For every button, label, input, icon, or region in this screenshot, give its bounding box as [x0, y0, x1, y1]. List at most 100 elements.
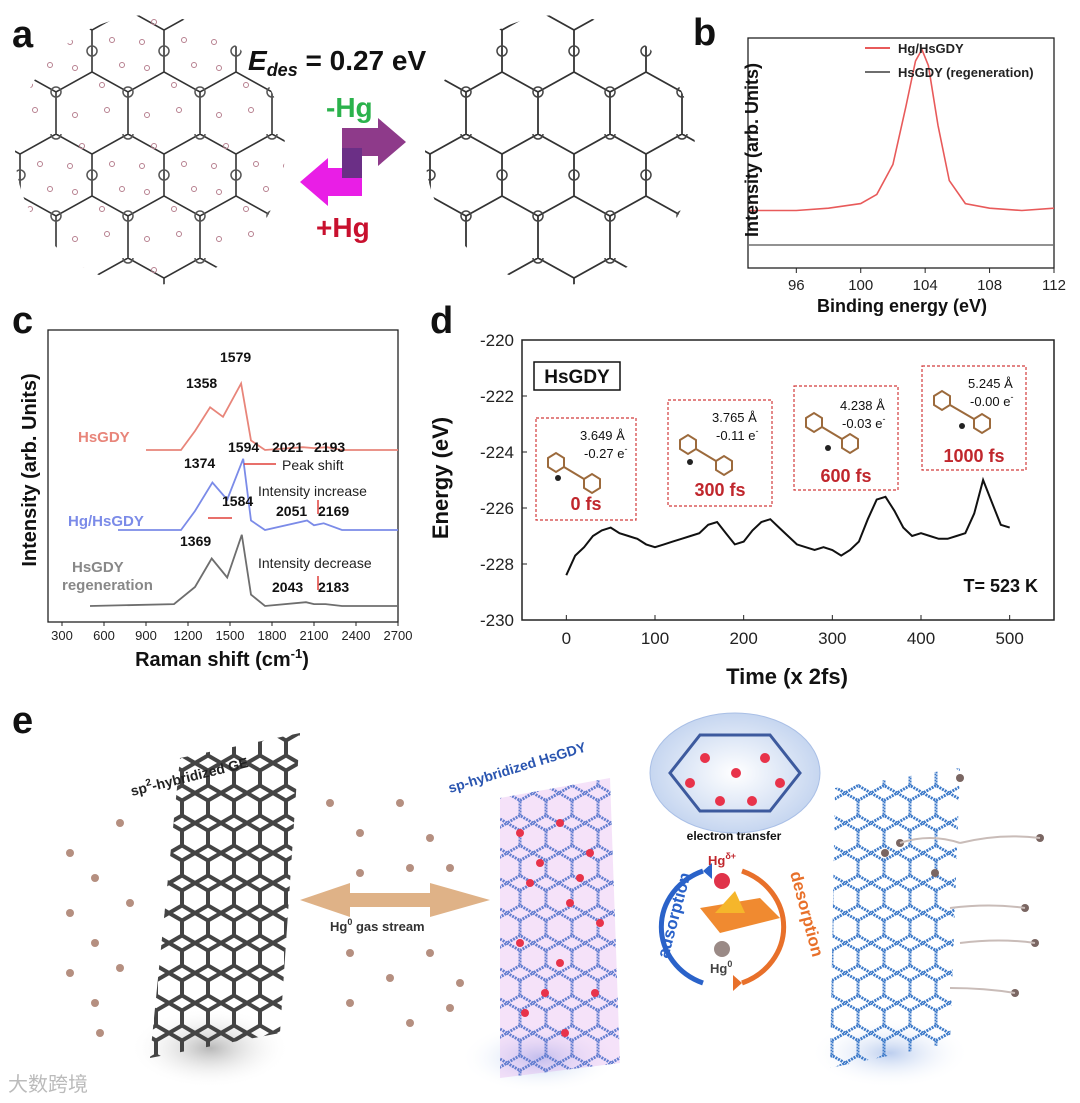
gas-stream-arrow	[300, 883, 490, 917]
desorption-label: desorption	[786, 869, 827, 959]
hsgdy-with-hg-lattice	[15, 15, 285, 285]
temperature-label: T= 523 K	[963, 576, 1038, 596]
snapshot-0: 3.649 Å -0.27 e- 0 fs	[535, 417, 637, 521]
chart-c-peak-labels: 1358 1579 2021 2193 1374 1594 2051 2169 …	[180, 349, 349, 595]
chart-c: 300 600 900 1200 1500 1800 2100 2400 2700 Intens…	[19, 329, 413, 671]
graphene-sheet	[130, 733, 300, 1088]
hg-atoms	[66, 799, 464, 1037]
peak-label: 2043	[272, 579, 303, 595]
panel-label-e: e	[12, 700, 34, 742]
chart-d: 0 100 200 300 400 500 -220 -222 -224 -226 -228 -230…	[428, 331, 1055, 689]
peak-label: 1594	[228, 439, 259, 455]
snapshot-time: 1000 fs	[943, 446, 1004, 466]
annotation-intensity-decrease: Intensity decrease	[258, 555, 372, 571]
chart-d-plot: 0 100 200 300 400 500 -220 -222 -224 -226 -228 -230	[480, 331, 1055, 648]
system-label: HsGDY	[544, 367, 610, 388]
chart-c-tick-label: 1500	[216, 628, 245, 643]
chart-d-xtick-label: 0	[562, 629, 571, 648]
chart-d-energy-line	[565, 476, 1011, 576]
snapshot-charge: -0.03 e-	[842, 414, 885, 431]
peak-label: 2169	[318, 503, 349, 519]
minus-hg-label: -Hg	[326, 92, 373, 123]
exchange-arrow-icon	[300, 118, 406, 206]
chart-d-ytick-label: -230	[480, 611, 514, 630]
peak-label: 1369	[180, 533, 211, 549]
snapshot-time: 0 fs	[570, 494, 601, 514]
chart-b-tick-label: 100	[848, 277, 873, 294]
chart-d-ytick-label: -222	[480, 387, 514, 406]
chart-c-frame	[47, 329, 399, 623]
snapshot-distance: 4.238 Å	[840, 398, 885, 413]
chart-c-tick-label: 1200	[174, 628, 203, 643]
chart-d-xtick-label: 100	[641, 629, 669, 648]
chart-b-tick-label: 108	[977, 277, 1002, 294]
peak-label: 1374	[184, 455, 215, 471]
chart-c-tick-label: 1800	[258, 628, 287, 643]
chart-d-ytick-label: -226	[480, 499, 514, 518]
chart-d-xtick-label: 400	[907, 629, 935, 648]
peak-label: 1579	[220, 349, 251, 365]
snapshot-distance: 3.649 Å	[580, 428, 625, 443]
series-label-regeneration-2: regeneration	[62, 577, 153, 594]
panel-e-schematic: sp2-hybridized GE Hg0 gas stream sp-hybr…	[66, 712, 1044, 1093]
peak-label: 2183	[318, 579, 349, 595]
chart-c-tick-label: 2700	[384, 628, 413, 643]
snapshot-600: 4.238 Å -0.03 e- 600 fs	[793, 385, 899, 491]
electron-transfer-bubble	[649, 712, 821, 834]
chart-d-xtick-label: 300	[818, 629, 846, 648]
series-label-hsgdy: HsGDY	[78, 429, 130, 446]
chart-d-ytick-label: -224	[480, 443, 514, 462]
series-label-hg-hsgdy: Hg/HsGDY	[68, 513, 144, 530]
panel-label-d: d	[430, 300, 454, 342]
electron-transfer-label: electron transfer	[687, 829, 782, 843]
chart-b-plot: 96 100 104 108 112	[747, 37, 1066, 294]
hsgdy-adsorbing-sheet	[460, 778, 620, 1093]
hg-delta-plus-label: Hgδ+	[708, 851, 736, 868]
gas-stream-label: Hg0 gas stream	[330, 917, 425, 934]
chart-d-frame	[521, 339, 1055, 621]
hsgdy-clean-lattice	[425, 15, 695, 285]
legend-hsgdy-regeneration: HsGDY (regeneration)	[898, 65, 1034, 80]
peak-label: 2051	[276, 503, 307, 519]
chart-d-xlabel: Time (x 2fs)	[726, 664, 848, 689]
chart-d-xtick-label: 200	[729, 629, 757, 648]
peak-label: 2021	[272, 439, 303, 455]
chart-b-tick-label: 96	[788, 277, 805, 294]
peak-label: 1358	[186, 375, 217, 391]
chart-d-xtick-label: 500	[995, 629, 1023, 648]
chart-c-tick-label: 2100	[300, 628, 329, 643]
chart-c-tick-label: 2400	[342, 628, 371, 643]
panel-label-a: a	[12, 14, 34, 56]
desorption-energy-label: Edes = 0.27 eV	[248, 45, 426, 80]
snapshot-charge: -0.00 e-	[970, 392, 1013, 409]
series-label-regeneration-1: HsGDY	[72, 559, 124, 576]
chart-c-ylabel: Intensity (arb. Units)	[19, 373, 41, 566]
watermark-logo: 大数跨境	[8, 1072, 88, 1096]
snapshot-time: 300 fs	[694, 480, 745, 500]
annotation-peak-shift: Peak shift	[282, 457, 344, 473]
hg-zero-label: Hg0	[710, 959, 732, 976]
snapshot-charge: -0.11 e-	[716, 426, 759, 443]
chart-c-plot: 300 600 900 1200 1500 1800 2100 2400 2700	[47, 329, 413, 643]
panel-label-c: c	[12, 300, 34, 342]
hsgdy-regenerated-sheet	[810, 768, 1044, 1088]
snapshot-charge: -0.27 e-	[584, 444, 627, 461]
chart-b-xlabel: Binding energy (eV)	[817, 296, 987, 316]
chart-d-ytick-label: -228	[480, 555, 514, 574]
legend-hg-hsgdy: Hg/HsGDY	[898, 41, 964, 56]
plus-hg-label: +Hg	[316, 212, 370, 243]
chart-c-tick-label: 900	[135, 628, 157, 643]
chart-c-line-hsgdy-regeneration	[89, 534, 398, 607]
chart-c-tick-label: 600	[93, 628, 115, 643]
adsorption-desorption-cycle	[658, 863, 787, 991]
chart-c-xlabel: Raman shift (cm-1)	[135, 646, 309, 671]
chart-c-line-hsgdy	[146, 380, 398, 451]
chart-d-ylabel: Energy (eV)	[428, 417, 453, 539]
chart-c-tick-label: 300	[51, 628, 73, 643]
snapshot-300: 3.765 Å -0.11 e- 300 fs	[667, 399, 773, 507]
chart-d-ytick-label: -220	[480, 331, 514, 350]
snapshot-distance: 3.765 Å	[712, 410, 757, 425]
chart-b-tick-label: 104	[913, 277, 938, 294]
peak-label: 1584	[222, 493, 253, 509]
chart-b-tick-label: 112	[1042, 277, 1066, 294]
